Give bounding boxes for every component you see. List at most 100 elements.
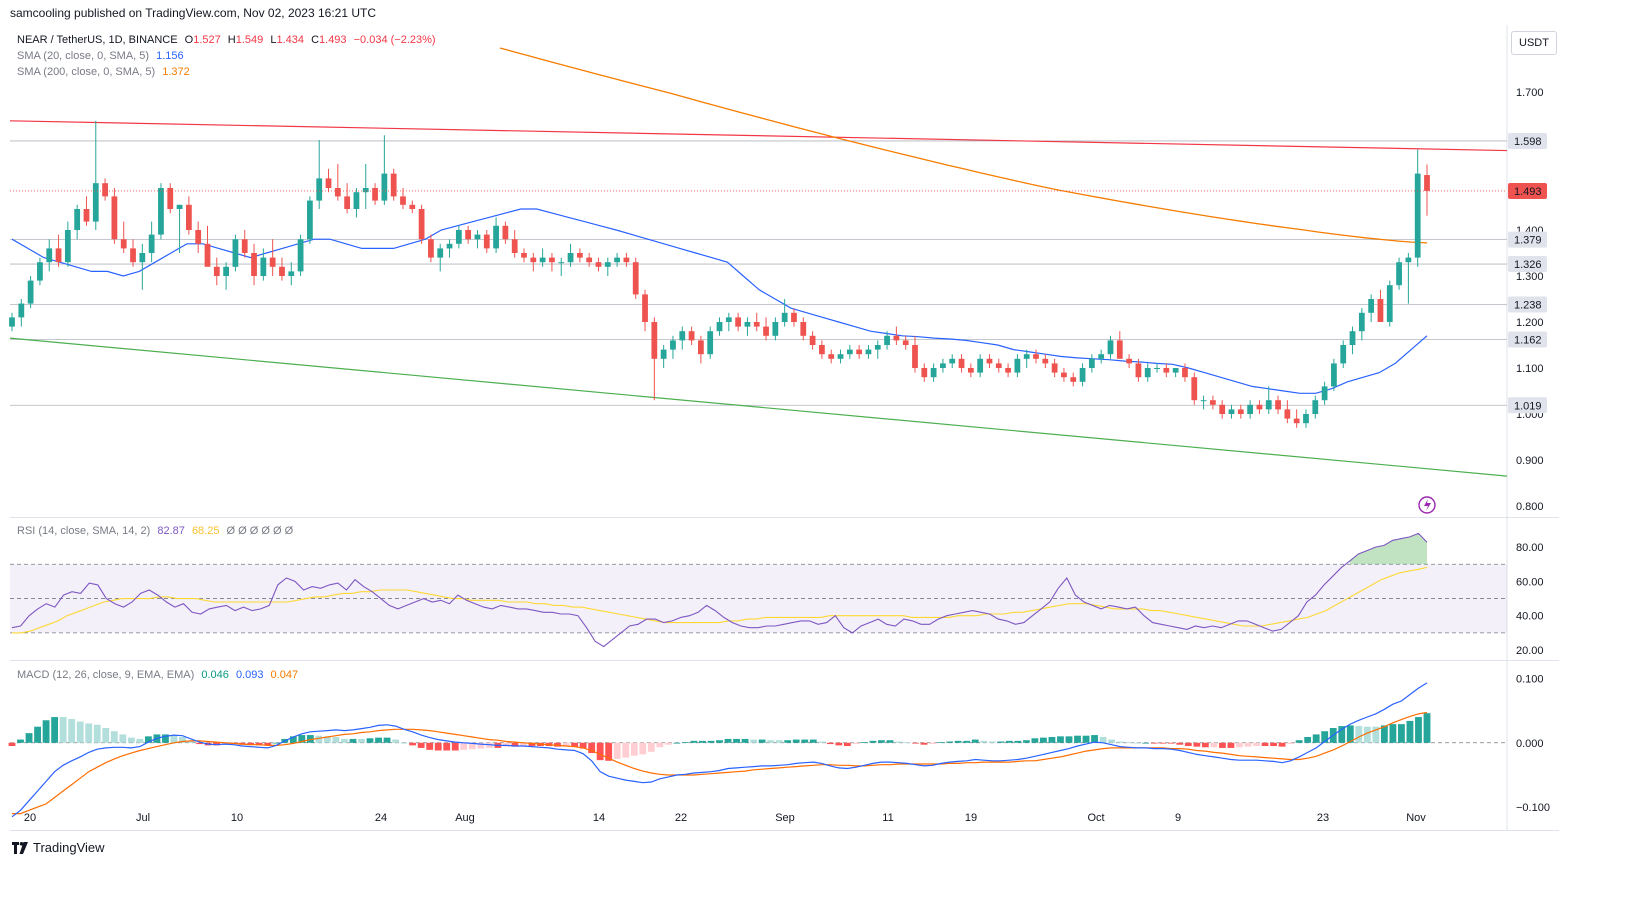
candle-body [1303,414,1309,424]
macd-histogram-bar [289,736,297,743]
candle-body [1200,400,1207,402]
macd-histogram-bar [42,720,50,743]
macd-histogram-bar [562,742,570,747]
candle-body [856,349,863,355]
macd-histogram-bar [1005,740,1013,743]
date-tick-label: 19 [965,812,977,824]
macd-histogram-bar [485,742,493,748]
candle-body [660,349,667,359]
candle-body [874,345,881,350]
candle-body [1144,368,1151,378]
candle-body [697,340,704,355]
candle-body [1228,409,1235,414]
macd-histogram-bar [1116,741,1124,743]
candle-body [269,257,276,267]
footer-brand[interactable]: TradingView [12,840,105,855]
macd-histogram-bar [784,740,792,743]
candle-body [753,322,760,327]
candle-body [1182,368,1188,378]
macd-histogram-bar [1065,736,1073,743]
candle-body [977,358,984,373]
candle-body [1405,257,1412,263]
macd-histogram-bar [1125,742,1133,743]
ohlc-close: C1.493 [311,34,347,46]
macd-histogram-bar [724,738,732,743]
candle-body [614,257,620,263]
candle-body [307,200,313,240]
price-tag-bg [1508,331,1547,348]
macd-histogram-bar [511,742,519,747]
macd-histogram-bar [349,738,357,743]
candle-body [120,239,127,249]
candle-body [139,253,146,263]
sma200-legend[interactable]: SMA (200, close, 0, SMA, 5) 1.372 [17,66,194,78]
macd-histogram-bar [110,731,118,743]
macd-histogram-bar [323,736,331,743]
candle-body [725,317,732,322]
date-tick-label: 9 [1175,812,1181,824]
sma200-label: SMA (200, close, 0, SMA, 5) [17,66,156,78]
macd-histogram-bar [920,742,928,745]
macd-histogram-bar [741,738,749,743]
candle-body [344,196,351,209]
macd-histogram-bar [1253,742,1260,746]
macd-histogram-bar [1057,736,1064,743]
macd-histogram-bar [443,742,451,751]
sma20-value: 1.156 [156,50,184,62]
symbol-label[interactable]: NEAR / TetherUS, 1D, BINANCE [17,34,178,46]
macd-histogram-bar [988,741,996,743]
macd-histogram-bar [1355,726,1363,743]
price-tag-bg [1508,132,1547,149]
macd-histogram-bar [1423,713,1431,743]
candle-body [148,234,155,253]
candle-body [353,192,360,209]
candle-body [9,317,15,327]
candle-body [390,173,397,197]
rsi-legend[interactable]: RSI (14, close, SMA, 14, 2) 82.87 68.25 … [17,525,297,537]
macd-histogram-bar [1372,726,1380,743]
macd-histogram-bar [477,742,485,749]
candle-body [1340,345,1347,364]
main-legend: NEAR / TetherUS, 1D, BINANCE O1.527 H1.5… [17,34,440,46]
macd-histogram-bar [1415,717,1422,743]
macd-histogram-bar [8,742,16,746]
date-tick-label: Nov [1406,812,1426,824]
macd-histogram-bar [1321,731,1329,743]
macd-histogram-bar [332,736,340,743]
price-tick-label: 1.700 [1516,87,1544,99]
candle-body [474,234,481,240]
macd-histogram-bar [434,742,442,751]
macd-histogram-bar [25,733,33,743]
macd-signal-line [12,711,1428,815]
sma20-legend[interactable]: SMA (20, close, 0, SMA, 5) 1.156 [17,50,188,62]
candle-body [204,243,211,267]
rsi-label: RSI (14, close, SMA, 14, 2) [17,525,151,537]
macd-histogram-bar [1193,742,1201,747]
macd-histogram-bar [1210,742,1218,748]
macd-histogram-bar [298,735,306,743]
candle-body [46,248,53,263]
macd-legend[interactable]: MACD (12, 26, close, 9, EMA, EMA) 0.046 … [17,669,302,681]
price-tag-label: 1.598 [1514,136,1542,148]
macd-histogram-bar [1108,739,1116,743]
macd-histogram-bar [187,740,195,743]
candle-body [986,358,993,364]
macd-histogram-bar [170,735,178,743]
macd-line [11,682,1428,818]
macd-histogram-bar [903,742,911,743]
macd-tick-label: −0.100 [1516,802,1550,814]
candle-body [483,234,490,249]
candle-body [1377,299,1384,322]
candle-body [111,196,118,240]
macd-histogram-bar [554,742,561,747]
macd-histogram-bar [801,739,809,743]
candle-body [1368,299,1375,313]
macd-histogram-bar [886,740,894,743]
currency-unit-button[interactable]: USDT [1511,31,1557,55]
candle-body [418,209,425,240]
macd-histogram-bar [852,742,860,745]
macd-histogram-bar [1398,724,1405,743]
macd-histogram-bar [750,739,758,743]
candle-body [1386,285,1393,322]
